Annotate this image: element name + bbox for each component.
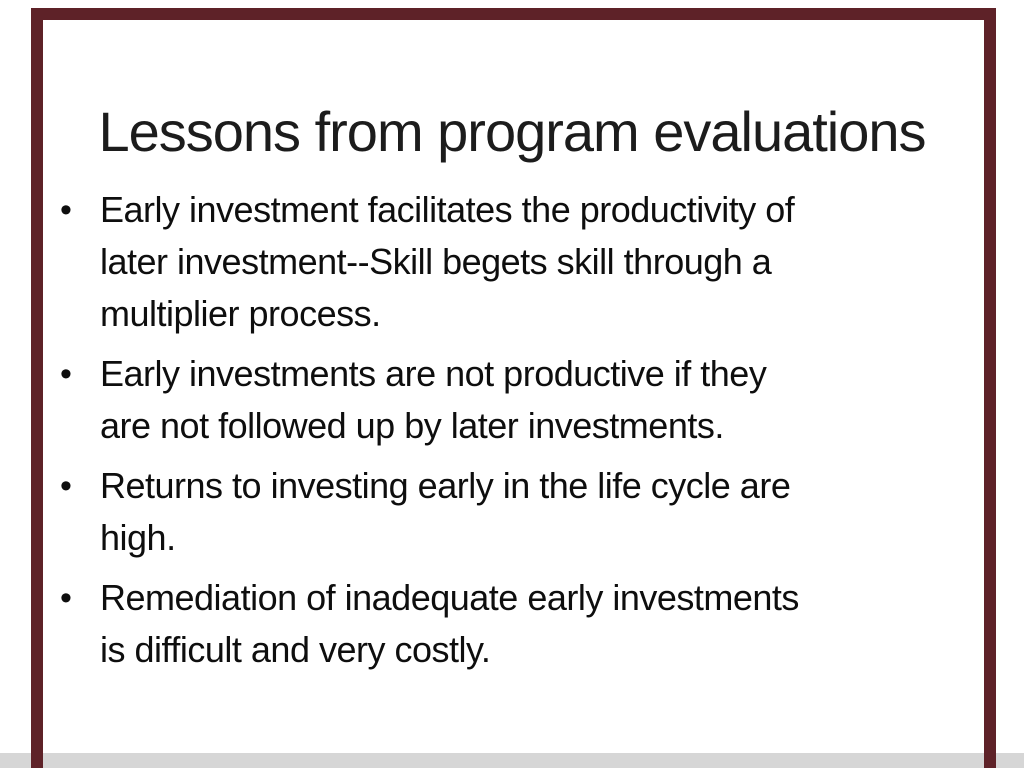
slide-frame-right-bar — [984, 8, 996, 768]
list-item: • Returns to investing early in the life… — [60, 460, 965, 564]
slide-title: Lessons from program evaluations — [98, 99, 926, 163]
slide-frame-left-bar — [31, 8, 43, 768]
bullet-icon: • — [60, 191, 72, 229]
bullet-icon: • — [60, 355, 72, 393]
bullet-text: Returns to investing early in the life c… — [100, 465, 791, 558]
slide-frame-top-bar — [31, 8, 996, 20]
list-item: • Early investment facilitates the produ… — [60, 184, 965, 340]
bullet-icon: • — [60, 579, 72, 617]
bullet-text: Early investments are not productive if … — [100, 353, 767, 446]
bullet-list: • Early investment facilitates the produ… — [60, 184, 965, 684]
list-item: • Remediation of inadequate early invest… — [60, 572, 965, 676]
list-item: • Early investments are not productive i… — [60, 348, 965, 452]
bottom-strip — [0, 753, 1024, 768]
bullet-text: Remediation of inadequate early investme… — [100, 577, 799, 670]
bullet-icon: • — [60, 467, 72, 505]
bullet-text: Early investment facilitates the product… — [100, 189, 795, 334]
